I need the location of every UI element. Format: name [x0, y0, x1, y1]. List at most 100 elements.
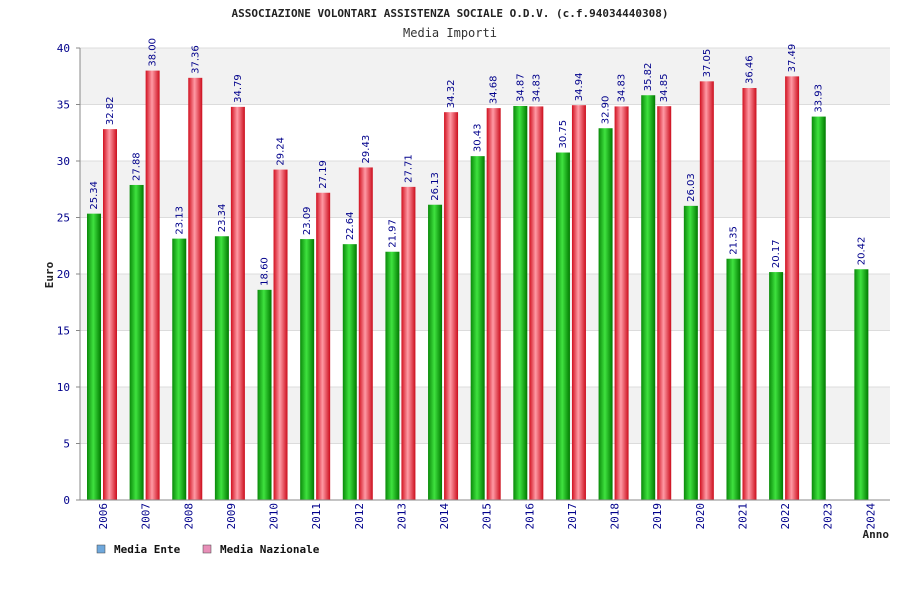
data-label: 34.68 [489, 75, 500, 104]
data-label: 22.64 [345, 212, 356, 241]
data-label: 35.82 [643, 63, 654, 92]
x-tick-label: 2008 [182, 503, 195, 530]
data-label: 37.49 [787, 44, 798, 73]
bar-media-nazionale [571, 105, 586, 500]
data-label: 34.87 [515, 73, 526, 102]
chart-title: ASSOCIAZIONE VOLONTARI ASSISTENZA SOCIAL… [231, 7, 668, 20]
data-label: 34.83 [617, 74, 628, 103]
x-tick-label: 2016 [523, 503, 536, 530]
x-tick-label: 2013 [395, 503, 408, 530]
data-label: 34.85 [659, 74, 670, 103]
bar-media-nazionale [145, 70, 160, 500]
y-tick-label: 5 [63, 438, 70, 451]
bar-media-ente [300, 239, 315, 500]
bar-media-ente [555, 152, 570, 500]
x-tick-label: 2023 [822, 503, 835, 530]
data-label: 30.75 [558, 120, 569, 149]
bar-media-ente [87, 213, 101, 500]
bar-media-nazionale [188, 77, 203, 500]
data-label: 34.32 [446, 80, 457, 109]
bar-media-nazionale [657, 106, 672, 500]
data-label: 23.09 [302, 206, 313, 235]
data-label: 32.90 [601, 96, 612, 125]
legend-swatch-media-ente [96, 544, 106, 554]
x-tick-label: 2020 [694, 503, 707, 530]
x-tick-label: 2022 [779, 503, 792, 530]
data-label: 29.24 [276, 137, 287, 166]
data-label: 27.71 [403, 154, 414, 183]
bar-media-nazionale [529, 106, 544, 501]
bar-media-ente [683, 205, 698, 500]
y-axis-label: Euro [43, 261, 56, 288]
x-tick-label: 2024 [864, 503, 877, 530]
y-tick-label: 30 [57, 155, 70, 168]
bar-media-ente [428, 204, 443, 500]
bar-media-ente [769, 272, 784, 500]
data-label: 30.43 [473, 124, 484, 153]
data-label: 20.17 [771, 239, 782, 268]
data-label: 34.83 [531, 74, 542, 103]
bar-media-nazionale [273, 169, 288, 500]
data-label: 23.13 [174, 206, 185, 235]
data-label: 23.34 [217, 204, 228, 233]
bar-media-ente [470, 156, 485, 501]
y-tick-label: 20 [57, 268, 70, 281]
bar-media-nazionale [444, 112, 459, 501]
x-tick-label: 2015 [481, 503, 494, 530]
data-label: 34.79 [233, 74, 244, 103]
bar-media-nazionale [316, 192, 331, 501]
data-label: 20.42 [856, 237, 867, 266]
data-label: 26.13 [430, 172, 441, 201]
x-tick-label: 2010 [268, 503, 281, 530]
y-tick-label: 35 [57, 99, 70, 112]
x-tick-label: 2006 [97, 503, 110, 530]
bar-media-ente [726, 258, 741, 500]
legend: Media Ente Media Nazionale [96, 543, 320, 556]
bar-media-ente [513, 105, 528, 501]
x-axis-label: Anno [863, 528, 890, 541]
x-axis-ticks: 2006 2007 2008 2009 2010 2011 2012 2013 2014 2015… [97, 503, 877, 530]
value-labels: 25.34 32.82 27.88 38.00 23.13 37.36 23.34 34.79… [89, 38, 867, 286]
x-tick-label: 2021 [736, 503, 749, 530]
bar-media-ente [342, 244, 357, 500]
bar-media-nazionale [230, 106, 245, 501]
y-tick-label: 15 [57, 325, 70, 338]
bar-media-ente [811, 116, 826, 500]
x-tick-label: 2018 [609, 503, 622, 530]
data-label: 21.35 [728, 226, 739, 255]
data-label: 36.46 [744, 55, 755, 84]
x-tick-label: 2011 [310, 503, 323, 530]
bar-media-nazionale [486, 108, 501, 500]
x-tick-label: 2019 [651, 503, 664, 530]
data-label: 29.43 [361, 135, 372, 164]
data-label: 18.60 [260, 257, 271, 286]
x-tick-label: 2012 [353, 503, 366, 530]
bar-media-ente [598, 128, 613, 501]
bar-media-nazionale [103, 129, 117, 500]
data-label: 27.19 [318, 160, 329, 189]
data-label: 21.97 [387, 219, 398, 248]
y-tick-label: 0 [63, 494, 70, 507]
bar-media-ente [854, 269, 869, 500]
y-tick-label: 25 [57, 212, 70, 225]
bar-media-nazionale [614, 106, 629, 501]
data-label: 33.93 [814, 84, 825, 113]
bar-media-nazionale [699, 81, 714, 501]
bars [87, 70, 869, 501]
bar-media-nazionale [785, 76, 800, 500]
data-label: 32.82 [105, 96, 116, 125]
x-tick-label: 2009 [225, 503, 238, 530]
data-label: 34.94 [574, 73, 585, 102]
data-label: 26.03 [686, 173, 697, 202]
bar-media-ente [257, 289, 272, 500]
bar-media-nazionale [742, 88, 757, 500]
legend-label-media-ente: Media Ente [114, 543, 181, 556]
bar-media-ente [641, 95, 656, 500]
bar-media-nazionale [401, 186, 416, 500]
y-tick-label: 40 [57, 42, 70, 55]
x-tick-label: 2007 [140, 503, 153, 530]
legend-label-media-nazionale: Media Nazionale [220, 543, 320, 556]
y-tick-label: 10 [57, 381, 70, 394]
data-label: 27.88 [132, 152, 143, 181]
